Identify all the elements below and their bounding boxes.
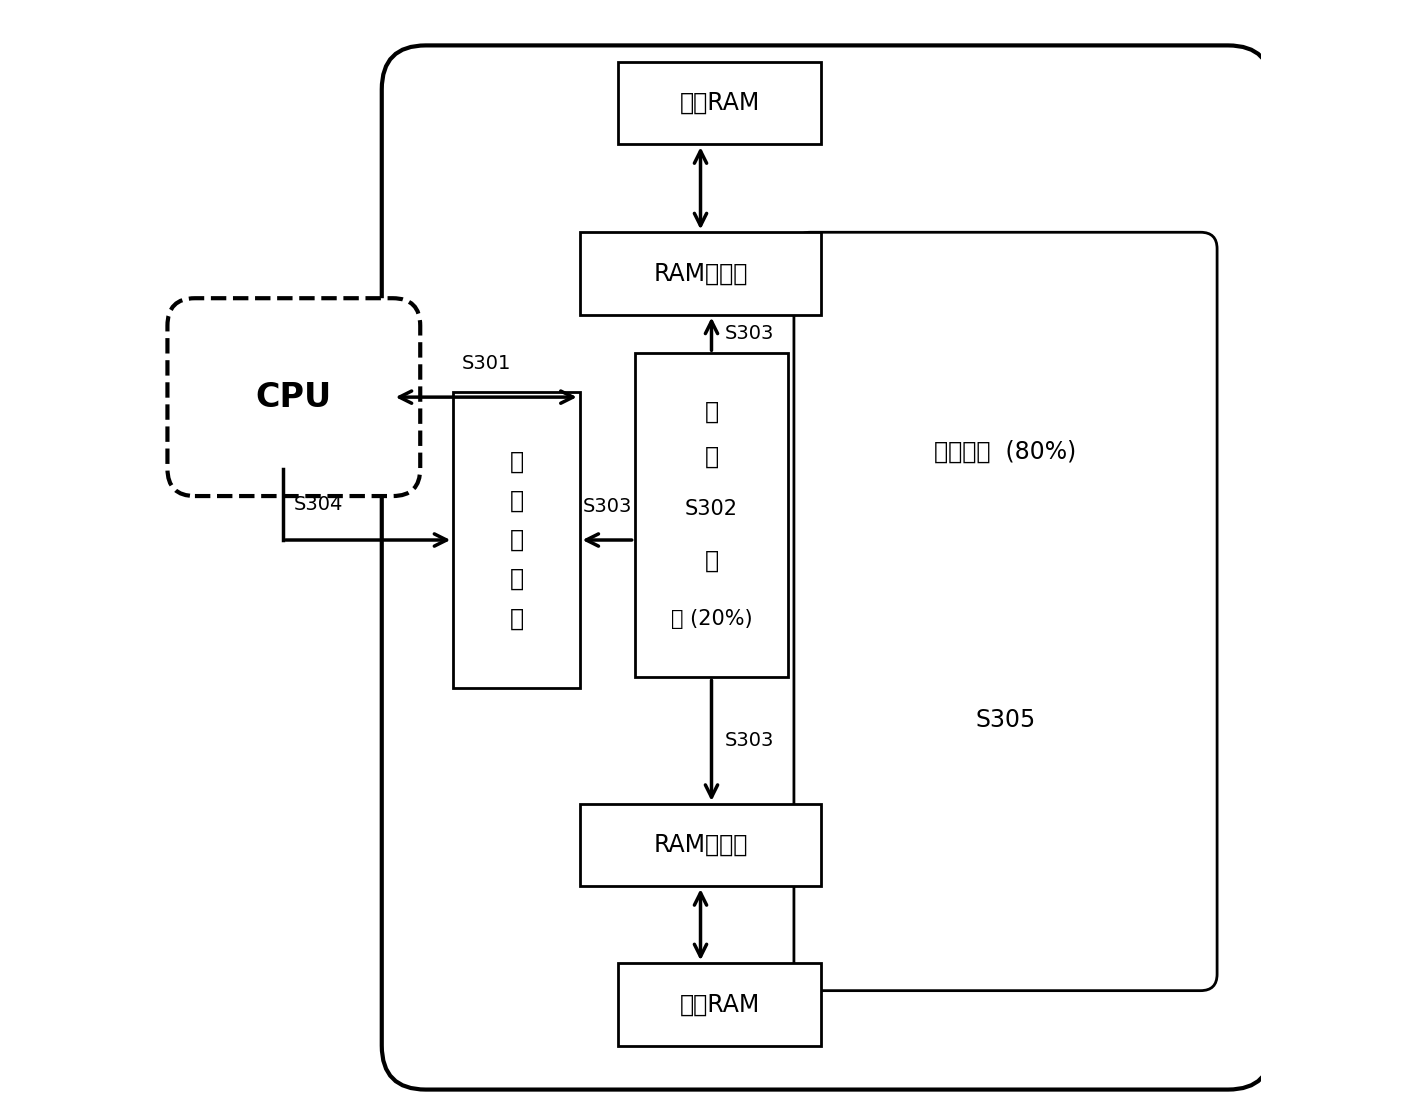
Text: S303: S303 bbox=[724, 324, 774, 344]
FancyBboxPatch shape bbox=[168, 298, 420, 496]
Text: 外挂RAM: 外挂RAM bbox=[680, 993, 760, 1016]
Bar bbox=[453, 392, 579, 689]
Bar bbox=[618, 963, 821, 1045]
Text: S303: S303 bbox=[582, 496, 632, 515]
Text: 试: 试 bbox=[704, 445, 719, 469]
Text: 块 (20%): 块 (20%) bbox=[670, 609, 753, 629]
Text: 外挂RAM: 外挂RAM bbox=[680, 91, 760, 115]
Bar bbox=[579, 233, 821, 315]
Text: S301: S301 bbox=[461, 354, 511, 373]
Text: 转发模块  (80%): 转发模块 (80%) bbox=[935, 440, 1077, 464]
Text: 测: 测 bbox=[704, 400, 719, 424]
Text: CPU: CPU bbox=[256, 381, 332, 414]
Text: S305: S305 bbox=[975, 708, 1036, 732]
Text: RAM控制器: RAM控制器 bbox=[653, 833, 747, 857]
Bar bbox=[618, 62, 821, 145]
Text: S303: S303 bbox=[724, 731, 774, 750]
Text: S302: S302 bbox=[684, 499, 739, 519]
Text: 寄
存
器
序
列: 寄 存 器 序 列 bbox=[509, 450, 524, 630]
FancyBboxPatch shape bbox=[381, 46, 1272, 1090]
Bar bbox=[635, 353, 788, 678]
Text: S304: S304 bbox=[293, 495, 343, 514]
FancyBboxPatch shape bbox=[794, 233, 1217, 991]
Bar bbox=[579, 804, 821, 886]
Text: RAM控制器: RAM控制器 bbox=[653, 262, 747, 285]
Text: 模: 模 bbox=[704, 549, 719, 573]
